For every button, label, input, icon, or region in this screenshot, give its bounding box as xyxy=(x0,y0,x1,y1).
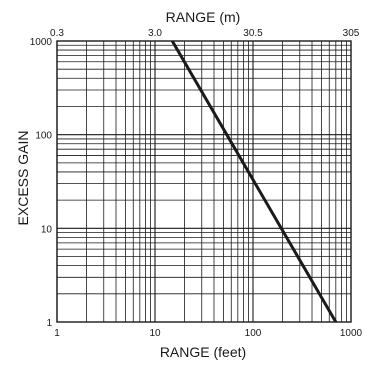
y-tick-label: 10 xyxy=(41,224,53,235)
y-tick-label: 100 xyxy=(35,131,52,142)
x-tick-label: 1000 xyxy=(340,328,363,339)
top-tick-label: 305 xyxy=(343,28,360,39)
x-axis-title: RANGE (feet) xyxy=(160,344,246,360)
x-tick-label: 1 xyxy=(54,328,60,339)
top-tick-label: 0.3 xyxy=(50,28,64,39)
grid xyxy=(56,40,352,323)
x-tick-label: 10 xyxy=(149,328,161,339)
top-axis-title: RANGE (m) xyxy=(166,9,241,25)
y-tick-label: 1 xyxy=(46,318,52,329)
top-tick-label: 30.5 xyxy=(243,28,263,39)
y-tick-label: 1000 xyxy=(30,37,53,48)
plot-frame xyxy=(56,40,352,323)
y-axis-title: EXCESS GAIN xyxy=(15,131,31,226)
series-layer xyxy=(170,40,338,323)
excess-gain-curve xyxy=(170,40,338,323)
x-tick-label: 100 xyxy=(245,328,262,339)
top-tick-label: 3.0 xyxy=(148,28,162,39)
